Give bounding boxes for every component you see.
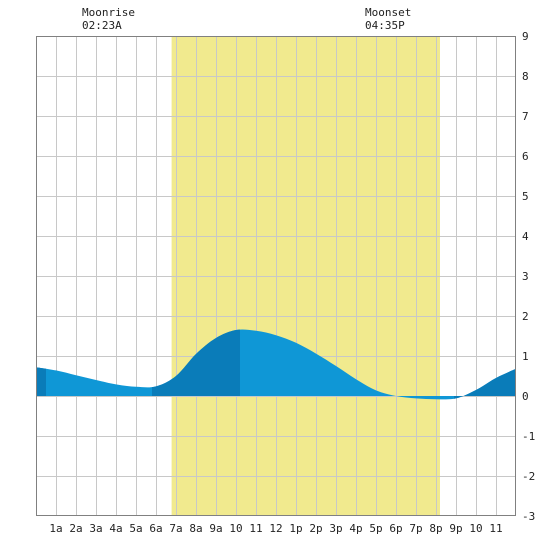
x-tick-label: 5a [129,522,142,535]
y-tick-label: 3 [522,270,529,283]
x-tick-label: 1a [49,522,62,535]
moonset-annotation: Moonset 04:35P [365,6,411,32]
x-tick-label: 3a [89,522,102,535]
tide-area [36,329,516,400]
x-tick-label: 2p [309,522,322,535]
x-tick-label: 10 [229,522,242,535]
x-tick-label: 10 [469,522,482,535]
x-tick-label: 1p [289,522,302,535]
y-tick-label: -2 [522,470,535,483]
y-tick-label: 5 [522,190,529,203]
x-tick-label: 7a [169,522,182,535]
y-tick-label: 2 [522,310,529,323]
y-tick-label: 0 [522,390,529,403]
y-tick-label: 7 [522,110,529,123]
x-tick-label: 11 [489,522,502,535]
y-tick-label: 9 [522,30,529,43]
moonrise-annotation: Moonrise 02:23A [82,6,135,32]
x-tick-label: 5p [369,522,382,535]
y-tick-label: -1 [522,430,535,443]
y-tick-label: 8 [522,70,529,83]
x-tick-label: 3p [329,522,342,535]
x-tick-label: 9p [449,522,462,535]
y-tick-labels: -3 -2 -1 0 1 2 3 4 5 6 7 8 9 [522,30,535,523]
y-tick-label: 6 [522,150,529,163]
plot-border [36,36,516,516]
x-tick-label: 6a [149,522,162,535]
y-tick-label: 1 [522,350,529,363]
x-tick-label: 9a [209,522,222,535]
moonrise-label: Moonrise [82,6,135,19]
moonset-label: Moonset [365,6,412,19]
x-tick-label: 12 [269,522,282,535]
x-tick-label: 6p [389,522,402,535]
x-tick-label: 7p [409,522,422,535]
x-tick-label: 11 [249,522,262,535]
x-tick-label: 4p [349,522,362,535]
x-tick-labels: 1a 2a 3a 4a 5a 6a 7a 8a 9a 10 11 12 1p 2p 3p 4p 5p 6p 7p 8p… [49,522,502,535]
moonset-time: 04:35P [365,19,405,32]
x-tick-label: 8a [189,522,202,535]
y-tick-label: 4 [522,230,529,243]
y-tick-label: -3 [522,510,535,523]
x-tick-label: 8p [429,522,442,535]
moonrise-time: 02:23A [82,19,122,32]
x-tick-label: 4a [109,522,122,535]
grid-layer [36,36,516,516]
x-tick-label: 2a [69,522,82,535]
